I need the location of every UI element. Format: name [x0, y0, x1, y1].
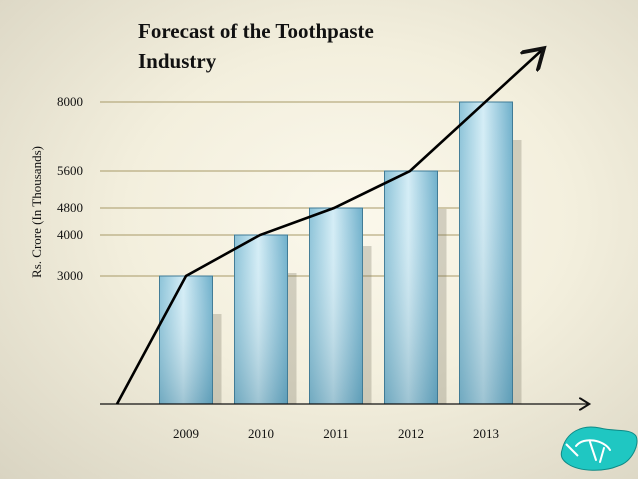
toothbrush-icon: [560, 426, 638, 471]
bar-shade: [384, 171, 438, 404]
bar-shade: [309, 208, 363, 404]
bars: [159, 101, 513, 405]
bar-shade: [234, 235, 288, 404]
x-tick-label: 2009: [173, 426, 199, 441]
chart-title-line-1: Forecast of the Toothpaste: [138, 19, 374, 43]
x-tick-labels: 2009 2010 2011 2012 2013: [173, 426, 499, 441]
y-tick-label: 8000: [57, 94, 83, 109]
bar-shade: [159, 276, 213, 404]
y-tick-labels: 3000 4000 4800 5600 8000: [57, 94, 83, 283]
y-tick-label: 5600: [57, 163, 83, 178]
x-tick-label: 2011: [323, 426, 349, 441]
chart-title-line-2: Industry: [138, 49, 217, 73]
y-tick-label: 4000: [57, 227, 83, 242]
y-axis-label: Rs. Crore (In Thousands): [29, 146, 44, 278]
trend-line: [115, 50, 542, 405]
x-tick-label: 2013: [473, 426, 499, 441]
y-tick-label: 4800: [57, 200, 83, 215]
bar-shade: [459, 102, 513, 404]
gridlines: [100, 101, 512, 277]
y-tick-label: 3000: [57, 268, 83, 283]
x-tick-label: 2012: [398, 426, 424, 441]
x-tick-label: 2010: [248, 426, 274, 441]
